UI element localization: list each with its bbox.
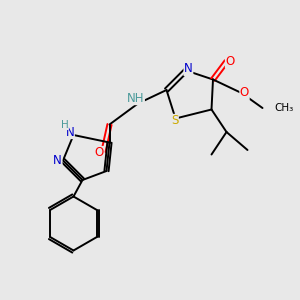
- Text: NH: NH: [127, 92, 144, 105]
- Text: N: N: [53, 154, 62, 167]
- Text: O: O: [240, 86, 249, 100]
- Text: O: O: [226, 55, 235, 68]
- Text: S: S: [171, 114, 178, 128]
- Text: N: N: [65, 125, 74, 139]
- Text: H: H: [61, 119, 68, 130]
- Text: O: O: [94, 146, 103, 160]
- Text: N: N: [184, 62, 193, 76]
- Text: CH₃: CH₃: [274, 103, 293, 113]
